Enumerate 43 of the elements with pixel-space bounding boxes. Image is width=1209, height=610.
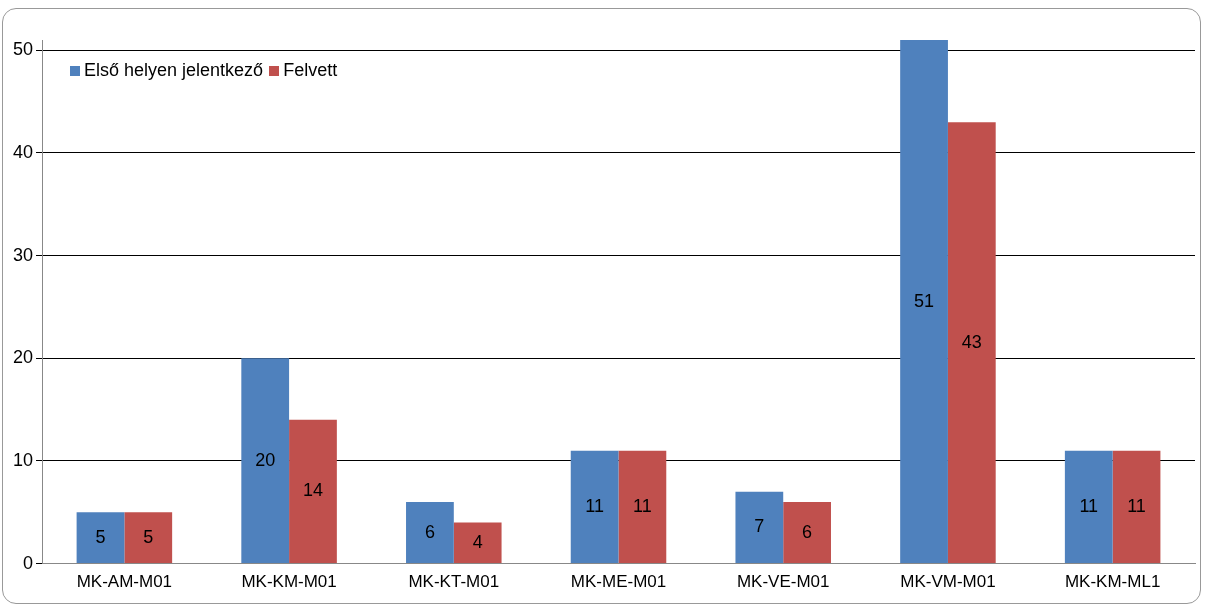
bar <box>900 40 948 564</box>
bar <box>735 491 784 564</box>
x-tick-label: MK-ME-M01 <box>570 572 667 592</box>
bar <box>947 122 996 564</box>
y-tick-label: 0 <box>23 552 34 573</box>
bar <box>570 450 619 564</box>
x-tick-label: MK-KM-M01 <box>241 572 337 592</box>
y-tick-label: 20 <box>12 347 34 368</box>
bar <box>76 512 125 564</box>
data-label: 11 <box>585 495 604 516</box>
bar <box>406 502 454 564</box>
legend-label: Első helyen jelentkező <box>84 60 264 81</box>
data-label: 5 <box>95 526 106 547</box>
x-tick-label: MK-KT-M01 <box>408 572 500 592</box>
bar <box>1112 450 1161 564</box>
y-tick-label: 10 <box>12 449 34 470</box>
data-label: 6 <box>424 521 435 542</box>
data-label: 4 <box>472 531 483 552</box>
legend-label: Felvett <box>283 60 338 81</box>
data-label: 20 <box>255 449 276 470</box>
bar <box>618 450 667 564</box>
bar <box>1064 450 1113 564</box>
data-label: 11 <box>633 495 652 516</box>
data-label: 5 <box>143 526 154 547</box>
data-label: 6 <box>802 521 813 542</box>
data-label: 43 <box>961 331 982 352</box>
bar <box>241 358 290 564</box>
data-label: 11 <box>1079 495 1099 516</box>
y-tick-label: 30 <box>12 244 34 265</box>
bar <box>289 419 337 564</box>
y-tick-label: 50 <box>12 39 34 60</box>
data-label: 14 <box>302 480 323 501</box>
bar <box>124 512 173 564</box>
x-tick-label: MK-KM-ML1 <box>1064 572 1161 592</box>
x-tick-label: MK-VM-M01 <box>900 572 996 592</box>
bar <box>783 502 831 564</box>
data-label: 7 <box>754 516 765 537</box>
bar <box>453 522 502 564</box>
x-tick-label: MK-VE-M01 <box>736 572 830 592</box>
data-label: 11 <box>1127 495 1146 516</box>
data-label: 51 <box>914 290 935 311</box>
x-tick-label: MK-AM-M01 <box>76 572 173 592</box>
y-tick-label: 40 <box>12 141 34 162</box>
